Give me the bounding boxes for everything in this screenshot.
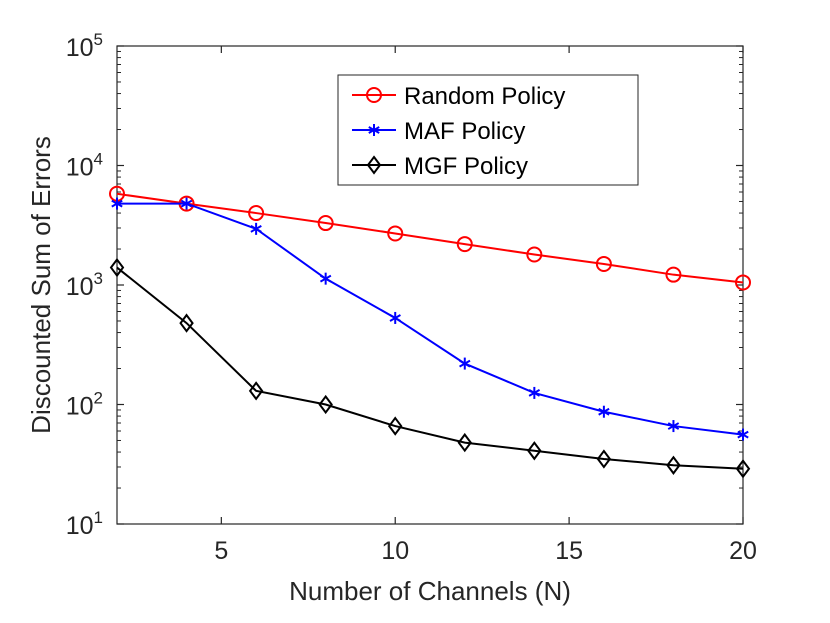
x-tick-label: 15	[555, 537, 583, 565]
x-tick-label: 5	[214, 537, 228, 565]
y-tick-label: 104	[66, 150, 103, 182]
series-random-policy	[109, 185, 751, 291]
data-point-maf-policy	[111, 197, 123, 210]
data-point-mgf-policy	[387, 416, 403, 436]
series-line-mgf-policy	[116, 266, 744, 470]
data-point-mgf-policy	[735, 459, 751, 479]
data-point-maf-policy	[667, 420, 680, 433]
legend-item-mgf-policy: MGF Policy	[352, 153, 528, 180]
legend-marker	[366, 87, 382, 103]
series-layer	[109, 185, 751, 479]
legend-item-random-policy: Random Policy	[352, 83, 565, 110]
y-tick-label: 105	[66, 30, 103, 62]
legend-label: Random Policy	[404, 83, 565, 110]
data-point-maf-policy	[389, 311, 401, 324]
legend: Random Policy MAF Policy MGF Policy	[337, 74, 639, 186]
data-point-maf-policy	[737, 428, 749, 441]
data-point-maf-policy	[528, 386, 541, 399]
data-point-mgf-policy	[109, 257, 125, 278]
series-mgf-policy	[109, 257, 751, 479]
y-tick-label: 102	[66, 389, 103, 421]
x-tick-label: 20	[729, 537, 757, 565]
data-point-maf-policy	[250, 222, 262, 235]
data-point-mgf-policy	[248, 381, 264, 401]
legend-marker	[368, 124, 380, 136]
y-tick-label: 101	[66, 508, 103, 540]
data-point-maf-policy	[319, 272, 332, 285]
legend-marker	[366, 155, 382, 175]
data-point-mgf-policy	[596, 449, 612, 469]
data-point-random-policy	[526, 246, 543, 263]
legend-label: MGF Policy	[404, 153, 528, 180]
y-tick-label: 103	[66, 269, 103, 301]
data-point-mgf-policy	[457, 432, 473, 453]
data-point-random-policy	[248, 205, 265, 222]
data-point-mgf-policy	[179, 313, 194, 333]
data-point-maf-policy	[459, 357, 471, 370]
legend-label: MAF Policy	[404, 118, 525, 145]
data-point-maf-policy	[180, 197, 193, 210]
data-point-maf-policy	[598, 405, 610, 418]
data-point-mgf-policy	[527, 441, 542, 461]
series-maf-policy	[111, 197, 749, 441]
data-point-random-policy	[735, 274, 751, 291]
data-point-random-policy	[665, 266, 682, 283]
data-point-random-policy	[595, 255, 612, 272]
series-line-random-policy	[116, 192, 744, 284]
series-line-maf-policy	[117, 202, 744, 436]
x-tick-label: 10	[381, 537, 409, 565]
data-point-random-policy	[387, 225, 404, 242]
y-axis-label: Discounted Sum of Errors	[26, 136, 56, 434]
axis-labels: Number of Channels (N) Discounted Sum of…	[26, 136, 571, 606]
data-point-random-policy	[317, 215, 334, 232]
data-point-mgf-policy	[666, 455, 681, 475]
data-point-mgf-policy	[318, 394, 333, 415]
data-point-random-policy	[456, 236, 473, 253]
x-axis-label: Number of Channels (N)	[289, 576, 571, 606]
legend-item-maf-policy: MAF Policy	[352, 118, 525, 145]
